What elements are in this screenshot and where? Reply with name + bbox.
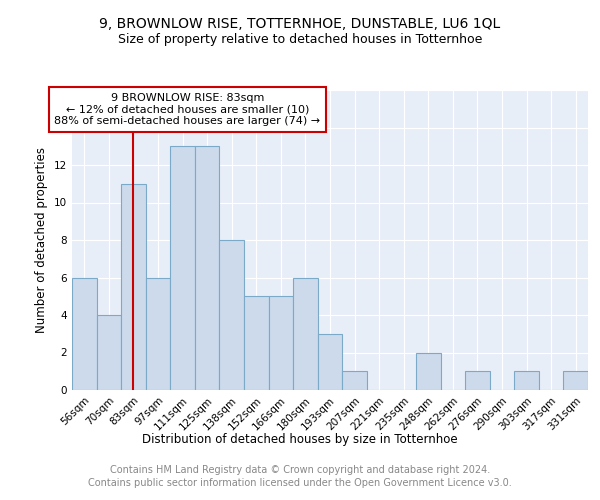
Bar [465, 371, 490, 390]
Bar [146, 278, 170, 390]
Text: Contains HM Land Registry data © Crown copyright and database right 2024.: Contains HM Land Registry data © Crown c… [110, 465, 490, 475]
Bar [121, 184, 146, 390]
Text: Size of property relative to detached houses in Totternhoe: Size of property relative to detached ho… [118, 32, 482, 46]
Bar [244, 296, 269, 390]
Text: 9, BROWNLOW RISE, TOTTERNHOE, DUNSTABLE, LU6 1QL: 9, BROWNLOW RISE, TOTTERNHOE, DUNSTABLE,… [100, 18, 500, 32]
Bar [170, 146, 195, 390]
Bar [342, 371, 367, 390]
Bar [293, 278, 318, 390]
Bar [97, 315, 121, 390]
Bar [318, 334, 342, 390]
Bar [416, 352, 440, 390]
Bar [220, 240, 244, 390]
Bar [514, 371, 539, 390]
Bar [563, 371, 588, 390]
Text: Contains public sector information licensed under the Open Government Licence v3: Contains public sector information licen… [88, 478, 512, 488]
Bar [72, 278, 97, 390]
Text: 9 BROWNLOW RISE: 83sqm
← 12% of detached houses are smaller (10)
88% of semi-det: 9 BROWNLOW RISE: 83sqm ← 12% of detached… [55, 93, 320, 126]
Bar [195, 146, 220, 390]
Text: Distribution of detached houses by size in Totternhoe: Distribution of detached houses by size … [142, 432, 458, 446]
Y-axis label: Number of detached properties: Number of detached properties [35, 147, 49, 333]
Bar [269, 296, 293, 390]
